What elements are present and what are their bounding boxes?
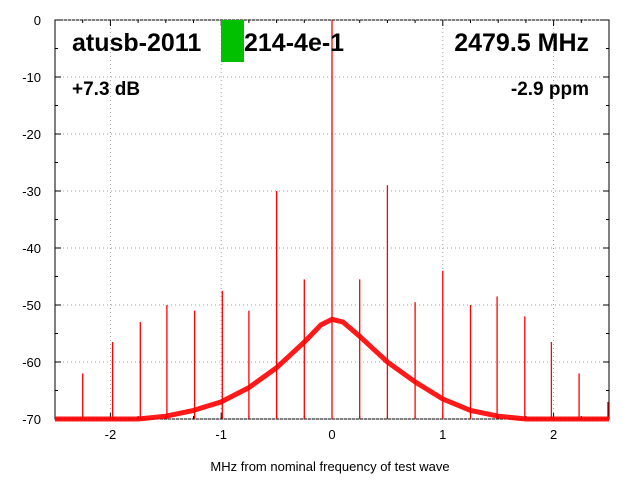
y-tick-label: -30 [22,184,41,199]
y-tick-label: 0 [34,13,41,28]
x-tick-label: 0 [328,427,335,442]
y-tick-label: -20 [22,127,41,142]
x-tick-label: -1 [215,427,227,442]
offset-label: -2.9 ppm [511,79,589,100]
level-label: +7.3 dB [72,79,140,100]
x-tick-label: 2 [550,427,557,442]
x-axis-label: MHz from nominal frequency of test wave [210,459,449,474]
series [55,20,609,422]
x-tick-label: -2 [105,427,117,442]
y-tick-label: -10 [22,70,41,85]
device-suffix: 214-4e-1 [244,29,344,57]
axis-ticks: -2 -1 0 1 20-10-20-30-40-50-60-70 [22,13,610,442]
y-tick-label: -60 [22,355,41,370]
noise-floor-line [55,316,609,422]
green-marker [221,20,244,62]
y-tick-label: -50 [22,298,41,313]
device-name: atusb-2011 [72,29,201,57]
x-tick-label: 1 [439,427,446,442]
frequency-label: 2479.5 MHz [454,29,589,57]
y-tick-label: -70 [22,412,41,427]
y-tick-label: -40 [22,241,41,256]
